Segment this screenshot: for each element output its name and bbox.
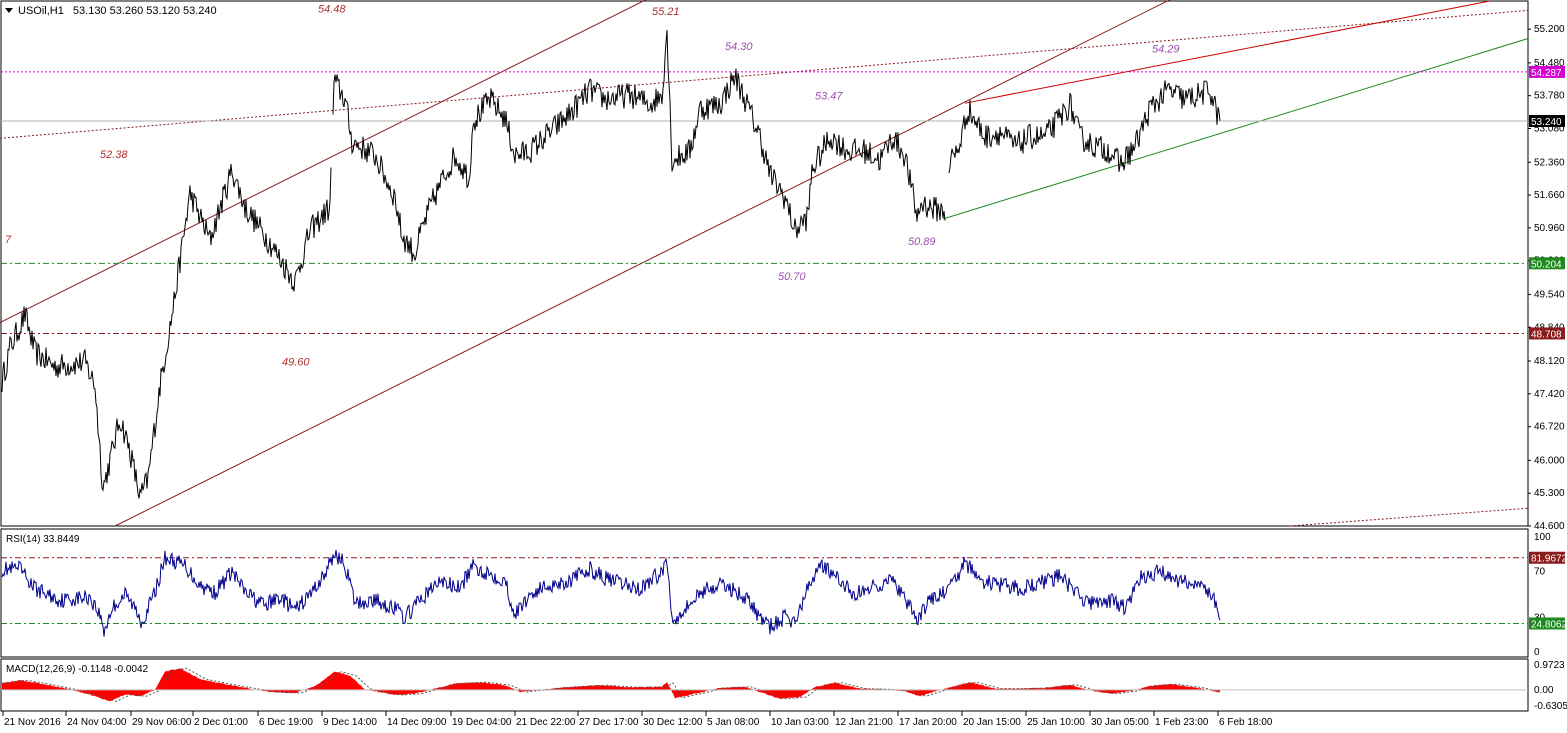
time-axis-label: 30 Dec 12:00: [643, 717, 703, 728]
current-price-badge: [1529, 115, 1565, 127]
red-level-badge: [1529, 327, 1565, 340]
rsi-upper-badge: [1529, 551, 1565, 564]
time-axis-label: 19 Dec 04:00: [452, 717, 512, 728]
rsi-lower-badge: [1529, 617, 1565, 630]
time-axis-label: 21 Dec 22:00: [516, 717, 576, 728]
price-annotation: 49.60: [282, 357, 310, 369]
price-axis-label: 53.080: [1534, 124, 1565, 135]
macd-signal-line: [2, 667, 1221, 702]
price-annotation: 54.30: [725, 41, 753, 53]
price-axis-label: 54.480: [1534, 58, 1565, 69]
price-annotation: 50.89: [908, 236, 936, 248]
price-annotation: 53.47: [815, 90, 843, 102]
green-level-badge-text: 50.204: [1531, 259, 1562, 270]
rsi-lower-badge-text: 24.8062: [1531, 619, 1567, 630]
symbol-label: USOil,H1: [18, 5, 64, 17]
time-axis-label: 21 Nov 2016: [4, 717, 61, 728]
channel-lower-line: [114, 0, 1171, 527]
rsi-upper-badge-text: 81.9672: [1531, 554, 1567, 565]
price-annotation: 50.70: [778, 271, 806, 283]
macd-axis-label: 0.00: [1534, 685, 1554, 696]
dropdown-triangle-icon[interactable]: [5, 8, 13, 13]
axis-layer: 55.200 54.480 53.780 53.080 52.360 51.660 50.9…: [2, 24, 1567, 728]
macd-axis-label: 0.9723: [1534, 660, 1565, 671]
price-layer: 54.48 55.21 54.30 54.29 53.47 52.38 50.70 50.89…: [0, 0, 1529, 527]
rsi-layer: [1, 549, 1528, 637]
dotted-resistance-line: [0, 9, 1529, 139]
time-axis-label: 14 Dec 09:00: [387, 717, 447, 728]
ohlc-label: 53.130 53.260 53.120 53.240: [73, 5, 217, 17]
macd-layer: [1, 667, 1528, 702]
time-axis-label: 6 Dec 19:00: [259, 717, 313, 728]
price-axis-label: 48.120: [1534, 356, 1565, 367]
time-axis-label: 20 Jan 15:00: [963, 717, 1021, 728]
green-level-badge: [1529, 257, 1565, 270]
price-axis-label: 53.780: [1534, 91, 1565, 102]
time-axis-label: 9 Dec 14:00: [323, 717, 377, 728]
upper-trend-line: [964, 0, 1491, 104]
rsi-axis-label: 0: [1534, 647, 1540, 658]
price-axis-label: 55.200: [1534, 24, 1565, 35]
price-axis-label: 49.540: [1534, 289, 1565, 300]
price-axis-label: 51.660: [1534, 190, 1565, 201]
time-axis-label: 5 Jan 08:00: [707, 717, 760, 728]
time-axis-label: 27 Dec 17:00: [579, 717, 639, 728]
time-axis-label: 24 Nov 04:00: [67, 717, 127, 728]
price-annotation: 52.38: [100, 149, 128, 161]
price-series-line: [1, 30, 1221, 499]
time-axis-label: 29 Nov 06:00: [132, 717, 192, 728]
magenta-level-badge-text: 54.287: [1531, 68, 1562, 79]
price-axis-label: 44.600: [1534, 521, 1565, 532]
macd-histogram: [2, 668, 1220, 702]
time-axis-label: 17 Jan 20:00: [899, 717, 957, 728]
price-axis-label: 46.720: [1534, 422, 1565, 433]
price-annotation: 54.29: [1152, 44, 1180, 56]
price-annotation: 54.48: [318, 4, 346, 16]
price-axis-label: 50.960: [1534, 223, 1565, 234]
macd-panel-frame: [0, 658, 1529, 712]
price-axis-label: 45.300: [1534, 488, 1565, 499]
red-level-badge-text: 48.708: [1531, 329, 1562, 340]
time-axis-label: 10 Jan 03:00: [771, 717, 829, 728]
magenta-level-badge: [1529, 65, 1565, 78]
macd-axis-label: -0.6305: [1534, 701, 1567, 712]
rsi-axis-label: 100: [1534, 532, 1551, 543]
time-axis-label: 12 Jan 21:00: [835, 717, 893, 728]
price-axis-label: 47.420: [1534, 389, 1565, 400]
time-axis-label: 6 Feb 18:00: [1219, 717, 1273, 728]
price-axis-label: 46.000: [1534, 455, 1565, 466]
current-price-badge-text: 53.240: [1531, 117, 1562, 128]
time-axis-label: 30 Jan 05:00: [1091, 717, 1149, 728]
rsi-series-line: [1, 549, 1221, 637]
channel-upper-line: [0, 0, 647, 324]
price-annotation: 7: [5, 234, 12, 246]
rsi-axis-label: 70: [1534, 567, 1546, 578]
time-axis-label: 2 Dec 01:00: [194, 717, 248, 728]
time-axis-label: 1 Feb 23:00: [1155, 717, 1209, 728]
macd-title: MACD(12,26,9) -0.1148 -0.0042: [6, 664, 149, 675]
svg-text:USOil,H1 53.130 53.260 53.: USOil,H1 53.130 53.260 53.120 53.240: [18, 5, 217, 17]
rsi-panel-frame: [0, 528, 1529, 658]
support-trend-line: [942, 38, 1529, 220]
price-annotation: 55.21: [652, 6, 680, 18]
time-axis-label: 25 Jan 10:00: [1027, 717, 1085, 728]
rsi-title: RSI(14) 33.8449: [6, 534, 80, 545]
price-axis-label: 52.360: [1534, 157, 1565, 168]
